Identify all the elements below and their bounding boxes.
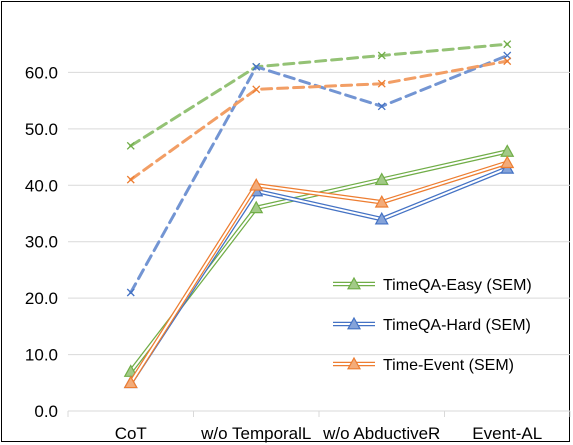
y-tick-label: 60.0 xyxy=(25,63,58,82)
series-3 xyxy=(126,40,512,150)
data-point xyxy=(503,40,512,49)
series-line-inner xyxy=(129,150,508,373)
data-point xyxy=(500,155,515,169)
x-tick-label: w/o AbductiveR xyxy=(322,424,440,443)
data-point xyxy=(252,85,261,94)
x-marker-stroke xyxy=(503,40,512,49)
legend-marker xyxy=(346,276,362,290)
series-line-inner xyxy=(129,161,508,384)
x-marker-stroke xyxy=(503,57,512,66)
y-tick-label: 50.0 xyxy=(25,120,58,139)
x-marker-stroke xyxy=(126,288,135,297)
x-marker-stroke xyxy=(377,102,386,111)
x-axis: CoT w/o TemporalL w/o AbductiveR Event-AL xyxy=(67,411,571,443)
data-point xyxy=(377,51,386,60)
series-line-outer xyxy=(128,149,508,373)
x-marker-stroke xyxy=(252,62,261,71)
data-point xyxy=(249,178,264,191)
data-point xyxy=(126,175,135,184)
data-point xyxy=(252,62,261,71)
x-marker-stroke xyxy=(377,79,386,88)
data-point xyxy=(503,51,512,60)
series-line xyxy=(129,42,509,148)
y-tick-label: 30.0 xyxy=(25,233,58,252)
series-line xyxy=(129,59,509,182)
y-tick-label: 10.0 xyxy=(25,346,58,365)
legend-marker xyxy=(346,316,362,330)
data-point xyxy=(503,57,512,66)
data-point xyxy=(377,79,386,88)
legend-label: TimeQA-Easy (SEM) xyxy=(383,277,532,294)
series-2 xyxy=(123,155,515,389)
legend-label: Time-Event (SEM) xyxy=(383,357,514,374)
y-tick-label: 0.0 xyxy=(34,402,58,421)
series-4 xyxy=(126,51,512,297)
series-line xyxy=(129,54,509,294)
legend-item: Time-Event (SEM) xyxy=(333,356,514,374)
data-point xyxy=(374,194,389,208)
legend-label: TimeQA-Hard (SEM) xyxy=(383,317,531,334)
series-1 xyxy=(123,161,515,389)
data-point xyxy=(126,141,135,150)
data-point xyxy=(374,172,389,186)
series-layer xyxy=(123,40,515,389)
x-marker-stroke xyxy=(503,51,512,60)
legend-item: TimeQA-Easy (SEM) xyxy=(333,276,532,294)
data-point xyxy=(377,102,386,111)
x-marker-stroke xyxy=(126,175,135,184)
legend-marker xyxy=(346,356,362,370)
data-point xyxy=(123,375,138,389)
data-point xyxy=(126,288,135,297)
series-line-inner xyxy=(129,167,508,384)
legend: TimeQA-Easy (SEM) TimeQA-Hard (SEM) Time-E… xyxy=(333,276,532,374)
y-tick-label: 20.0 xyxy=(25,289,58,308)
x-marker-stroke xyxy=(126,141,135,150)
series-line-outer xyxy=(128,160,508,384)
series-5 xyxy=(126,57,512,184)
x-tick-label: CoT xyxy=(115,424,147,443)
x-marker-stroke xyxy=(252,85,261,94)
data-point xyxy=(374,211,389,225)
series-line-outer xyxy=(128,166,509,385)
data-point xyxy=(249,200,264,214)
x-tick-label: w/o TemporalL xyxy=(200,424,311,443)
y-tick-label: 40.0 xyxy=(25,176,58,195)
legend-item: TimeQA-Hard (SEM) xyxy=(333,316,531,334)
y-axis: 0.0 10.0 20.0 30.0 40.0 50.0 60.0 xyxy=(25,63,58,421)
x-tick-label: Event-AL xyxy=(472,424,542,443)
x-marker-stroke xyxy=(377,51,386,60)
